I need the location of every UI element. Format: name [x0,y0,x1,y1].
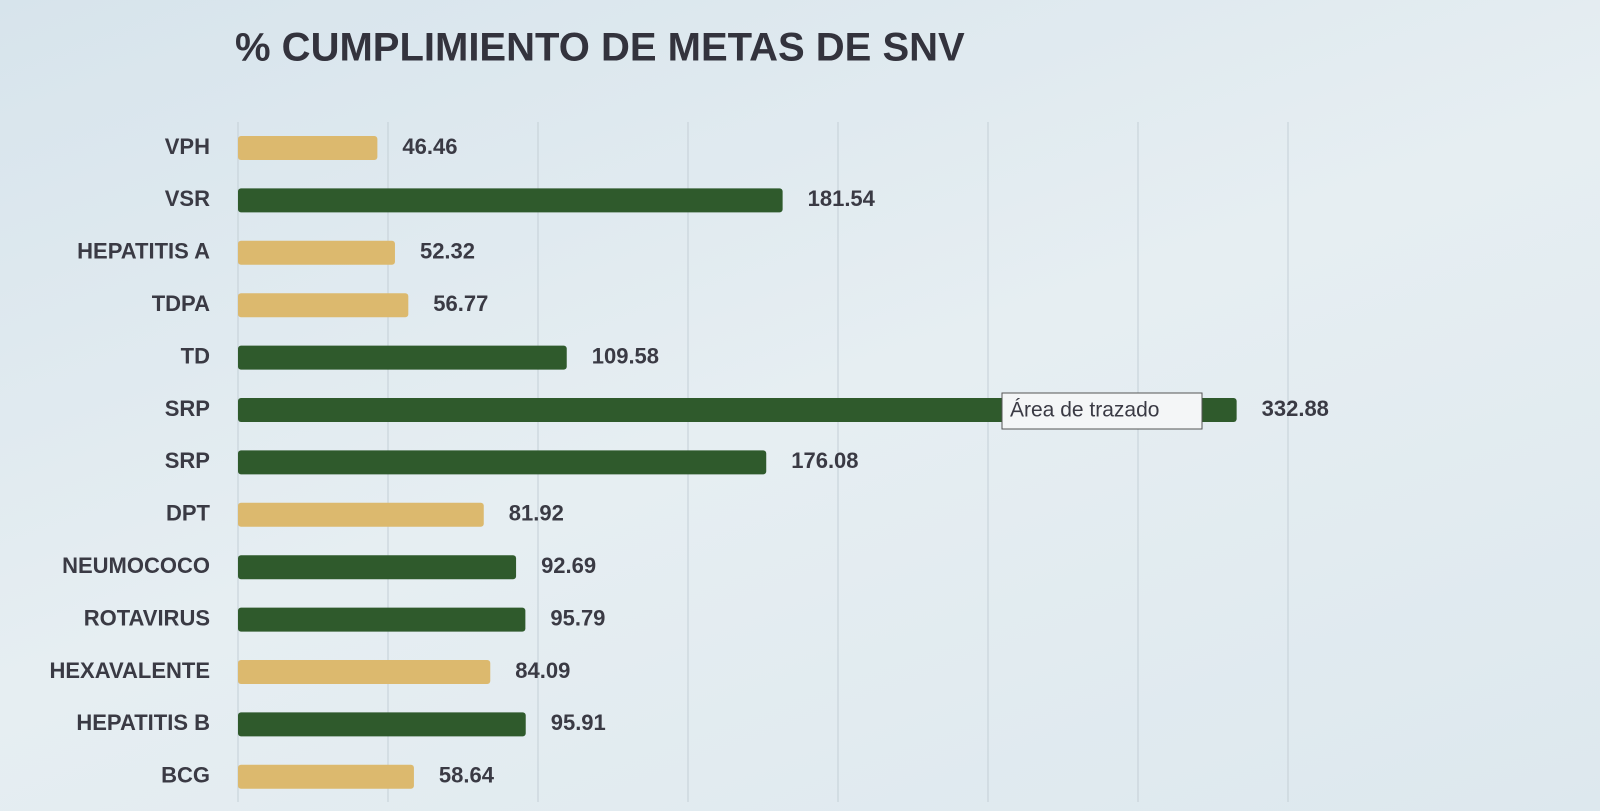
tooltip-box [1001,392,1203,430]
category-label: VSR [165,186,210,211]
value-label: 56.77 [433,291,488,316]
bar [238,398,1237,422]
value-label: 46.46 [402,134,457,159]
category-label: SRP [165,396,210,421]
category-label: SRP [165,448,210,473]
category-label: VPH [165,134,210,159]
tooltip-text: Área de trazado [1010,399,1159,422]
value-label: 95.91 [551,710,606,735]
category-label: TDPA [152,291,210,316]
bar [238,607,526,632]
category-label: ROTAVIRUS [84,605,210,630]
value-label: 95.79 [550,605,605,630]
value-label: 176.08 [791,448,858,473]
category-label: BCG [161,763,210,788]
bar [238,712,526,737]
bar [238,450,767,475]
value-label: 181.54 [808,186,876,211]
category-label: HEPATITIS B [76,710,210,735]
value-label: 92.69 [541,553,596,578]
value-label: 52.32 [420,239,475,264]
value-label: 332.88 [1262,396,1329,421]
chart-title: % CUMPLIMIENTO DE METAS DE SNV [235,26,965,70]
bar [238,293,409,318]
value-label: 109.58 [592,343,659,368]
category-label: DPT [166,501,211,526]
value-label: 84.09 [515,658,570,683]
bar [238,188,783,213]
value-label: 58.64 [439,763,495,788]
category-label: TD [181,343,210,368]
value-label: 81.92 [509,501,564,526]
bar [238,555,517,580]
bar [238,240,395,265]
category-label: NEUMOCOCO [62,553,210,578]
bar [238,136,378,160]
category-label: HEPATITIS A [77,239,210,264]
category-label: HEXAVALENTE [49,658,210,683]
bar [238,660,491,684]
bar [238,502,484,527]
bar [238,764,414,789]
bar [238,345,567,370]
